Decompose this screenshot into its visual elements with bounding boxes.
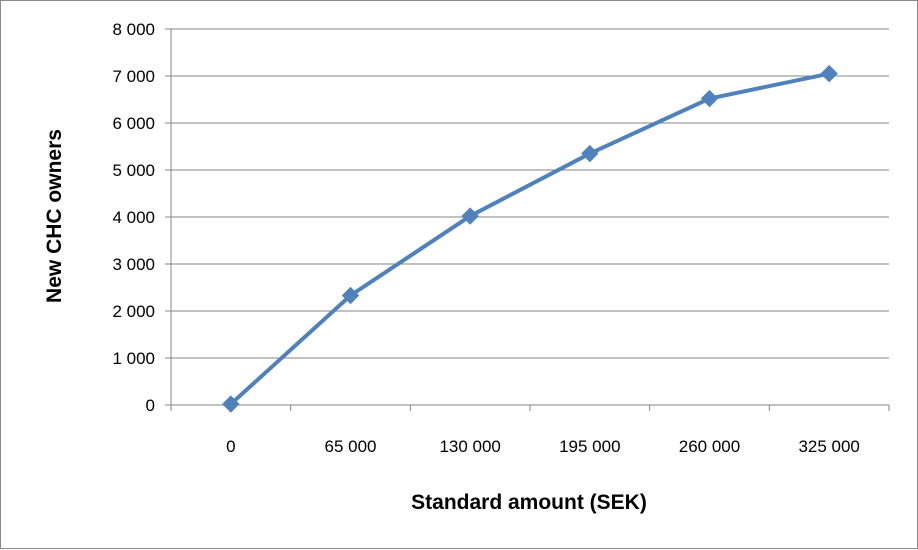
x-axis-title: Standard amount (SEK): [411, 491, 647, 514]
y-tick-label: 0: [146, 396, 155, 415]
series-line: [228, 71, 832, 407]
y-axis-title: New CHC owners: [43, 129, 66, 303]
y-tick-label: 4 000: [112, 208, 155, 227]
x-tick-label: 325 000: [798, 437, 859, 456]
x-tick-label: 260 000: [679, 437, 740, 456]
x-tick-label: 0: [226, 437, 235, 456]
x-tick-label: 130 000: [439, 437, 500, 456]
data-point-marker: [461, 207, 479, 225]
x-tick-label: 65 000: [325, 437, 377, 456]
y-tick-label: 1 000: [112, 349, 155, 368]
data-point-marker: [341, 286, 360, 305]
y-tick-label: 6 000: [112, 114, 155, 133]
data-point-marker: [222, 395, 240, 413]
y-tick-label: 7 000: [112, 67, 155, 86]
y-tick-label: 2 000: [112, 302, 155, 321]
data-point-marker: [581, 144, 599, 163]
data-point-marker: [820, 64, 838, 83]
x-tick-labels: 0 65 000 130 000 195 000 260 000 325 000: [226, 437, 860, 456]
y-tick-label: 5 000: [112, 161, 155, 180]
y-tick-label: 3 000: [112, 255, 155, 274]
gridlines: [171, 28, 889, 359]
x-tick-label: 195 000: [559, 437, 620, 456]
series-layer: [222, 64, 838, 413]
y-tick-labels: 0 1 000 2 000 3 000 4 000 5 000 6 000 7 000 8 00…: [112, 20, 155, 415]
axes: [165, 28, 890, 411]
y-tick-label: 8 000: [112, 20, 155, 39]
data-point-marker: [700, 89, 719, 108]
